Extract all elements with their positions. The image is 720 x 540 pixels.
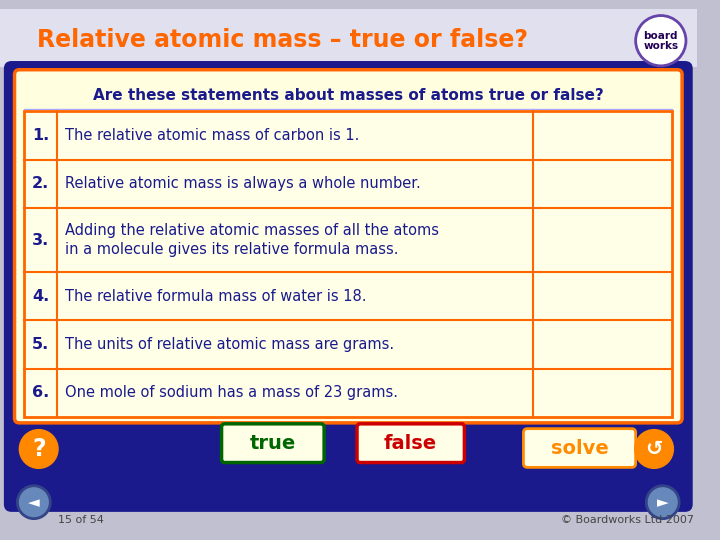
Text: 5.: 5. — [32, 337, 49, 352]
FancyBboxPatch shape — [0, 9, 697, 67]
FancyBboxPatch shape — [523, 429, 636, 468]
Text: Relative atomic mass is always a whole number.: Relative atomic mass is always a whole n… — [65, 177, 420, 191]
Text: 2.: 2. — [32, 177, 49, 191]
Circle shape — [19, 430, 58, 468]
FancyBboxPatch shape — [24, 160, 672, 208]
Text: The relative atomic mass of carbon is 1.: The relative atomic mass of carbon is 1. — [65, 128, 359, 143]
Text: ?: ? — [32, 437, 45, 461]
Circle shape — [636, 16, 686, 66]
Text: board: board — [644, 31, 678, 41]
Text: The relative formula mass of water is 18.: The relative formula mass of water is 18… — [65, 288, 366, 303]
Circle shape — [17, 486, 50, 518]
Text: works: works — [643, 40, 678, 51]
Text: The units of relative atomic mass are grams.: The units of relative atomic mass are gr… — [65, 337, 394, 352]
Text: 1.: 1. — [32, 128, 49, 143]
Text: false: false — [384, 434, 437, 453]
FancyBboxPatch shape — [14, 70, 682, 423]
Text: ◄: ◄ — [28, 495, 40, 510]
Text: true: true — [250, 434, 296, 453]
FancyBboxPatch shape — [24, 320, 672, 369]
FancyBboxPatch shape — [24, 111, 672, 160]
Text: 6.: 6. — [32, 386, 49, 400]
FancyBboxPatch shape — [4, 61, 693, 512]
Text: Adding the relative atomic masses of all the atoms
in a molecule gives its relat: Adding the relative atomic masses of all… — [65, 223, 438, 257]
Text: 4.: 4. — [32, 288, 49, 303]
FancyBboxPatch shape — [357, 424, 464, 463]
Text: 3.: 3. — [32, 233, 49, 247]
Text: Relative atomic mass – true or false?: Relative atomic mass – true or false? — [37, 28, 528, 52]
FancyBboxPatch shape — [24, 369, 672, 417]
Text: One mole of sodium has a mass of 23 grams.: One mole of sodium has a mass of 23 gram… — [65, 386, 398, 400]
FancyBboxPatch shape — [24, 208, 672, 272]
Text: Are these statements about masses of atoms true or false?: Are these statements about masses of ato… — [93, 89, 603, 103]
Text: © Boardworks Ltd 2007: © Boardworks Ltd 2007 — [561, 515, 694, 525]
Text: 15 of 54: 15 of 54 — [58, 515, 104, 525]
Circle shape — [635, 430, 673, 468]
FancyBboxPatch shape — [222, 424, 324, 463]
Circle shape — [647, 486, 679, 518]
Text: ↺: ↺ — [645, 439, 663, 459]
FancyBboxPatch shape — [24, 272, 672, 320]
Text: solve: solve — [551, 438, 608, 457]
Text: ►: ► — [657, 495, 669, 510]
